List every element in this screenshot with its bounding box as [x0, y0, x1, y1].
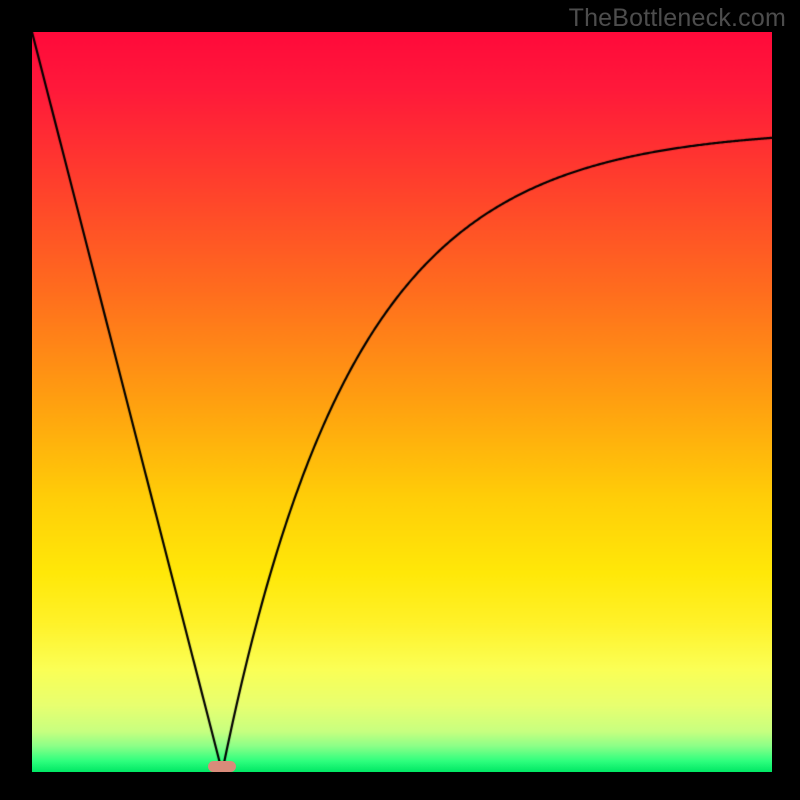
bottleneck-curve-chart	[32, 32, 772, 772]
watermark-text: TheBottleneck.com	[569, 4, 786, 33]
minimum-marker	[208, 761, 236, 772]
